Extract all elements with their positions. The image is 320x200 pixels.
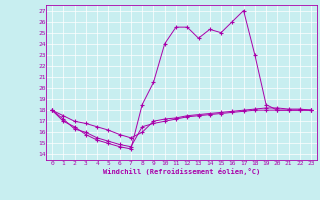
X-axis label: Windchill (Refroidissement éolien,°C): Windchill (Refroidissement éolien,°C) (103, 168, 260, 175)
